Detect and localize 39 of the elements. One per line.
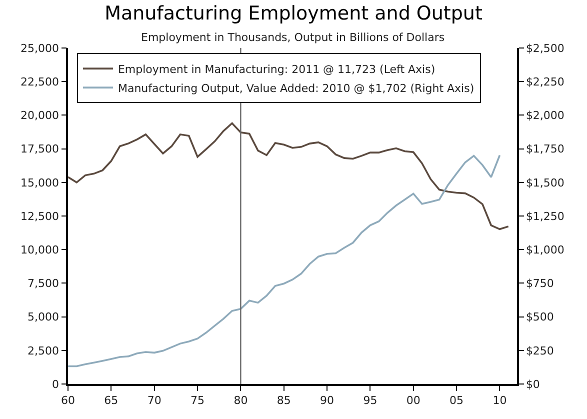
x-tick-label: 65 xyxy=(104,394,118,407)
y2-tick-label: $1,750 xyxy=(526,142,564,156)
y-tick-label: 0 xyxy=(52,378,60,391)
x-tick-label: 95 xyxy=(363,394,378,407)
chart-subtitle: Employment in Thousands, Output in Billions of Dollars xyxy=(141,31,445,44)
y2-tick-label: $500 xyxy=(526,310,554,324)
y-tick-label: 17,500 xyxy=(20,142,60,156)
y-tick-label: 15,000 xyxy=(20,176,60,190)
y-tick-label: 22,500 xyxy=(20,75,60,88)
x-tick-label: 60 xyxy=(61,394,75,407)
y-tick-label: 10,000 xyxy=(20,243,60,256)
y-tick-label: 25,000 xyxy=(20,42,60,55)
y2-tick-label: $2,250 xyxy=(526,75,564,88)
y-tick-label: 5,000 xyxy=(28,310,60,324)
y2-tick-label: $750 xyxy=(526,277,554,290)
x-tick-label: 90 xyxy=(320,394,334,407)
x-tick-label: 70 xyxy=(147,394,162,407)
line-series xyxy=(68,154,501,368)
legend-label: Manufacturing Output, Value Added: 2010 @ $1,702 (Right Axis) xyxy=(118,82,474,95)
x-tick-label: 80 xyxy=(234,394,248,407)
y-tick-label: 12,500 xyxy=(20,210,60,223)
y2-tick-label: $250 xyxy=(526,344,554,358)
y2-tick-label: $2,500 xyxy=(526,42,564,55)
legend-label: Employment in Manufacturing: 2011 @ 11,723 (Left Axis) xyxy=(118,62,436,76)
x-tick-label: 05 xyxy=(450,394,464,407)
y2-tick-label: $2,000 xyxy=(526,109,564,122)
y2-tick-label: $1,500 xyxy=(526,176,564,190)
y-tick-label: 2,500 xyxy=(28,344,60,358)
y2-tick-label: $0 xyxy=(526,378,540,391)
x-tick-label: 75 xyxy=(190,394,205,407)
line-series xyxy=(68,122,510,230)
x-tick-label: 85 xyxy=(276,394,291,407)
y-tick-label: 7,500 xyxy=(28,277,60,290)
y-tick-label: 20,000 xyxy=(20,109,60,122)
x-tick-label: 10 xyxy=(492,394,507,407)
x-tick-label: 00 xyxy=(406,394,420,407)
y2-tick-label: $1,000 xyxy=(526,243,564,256)
chart-title: Manufacturing Employment and Output xyxy=(104,2,482,25)
y2-tick-label: $1,250 xyxy=(526,210,564,223)
